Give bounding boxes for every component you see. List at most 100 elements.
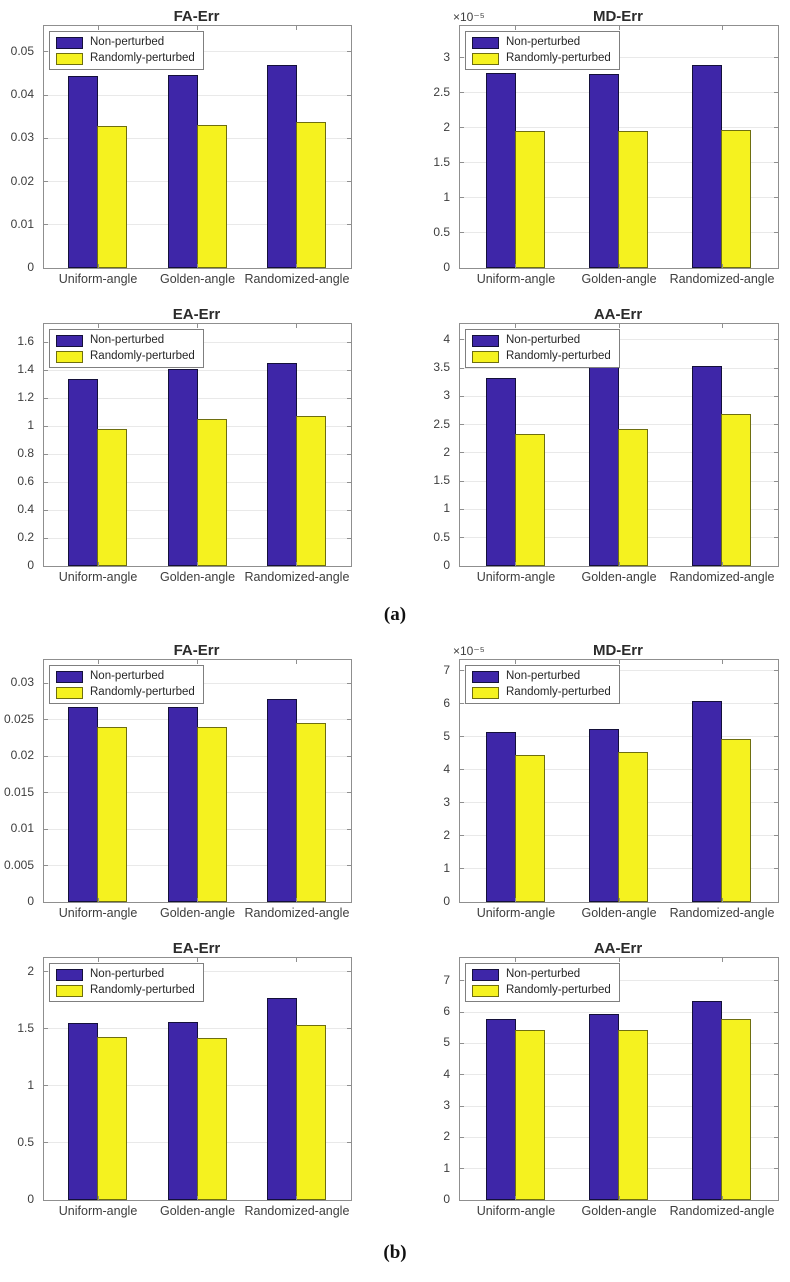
legend: Non-perturbed Randomly-perturbed bbox=[49, 665, 204, 704]
x-tick-mark bbox=[618, 660, 620, 664]
bar-randomly-perturbed-randomized-angle bbox=[721, 414, 752, 566]
panel-b-caption: (b) bbox=[383, 1242, 407, 1263]
legend-swatch-randomly-perturbed bbox=[56, 350, 83, 363]
y-gridline bbox=[460, 92, 778, 94]
y-tick-mark bbox=[460, 1199, 464, 1201]
y-tick-mark bbox=[347, 509, 351, 511]
bar-non-perturbed-uniform-angle bbox=[485, 1019, 516, 1200]
chart-title: EA-Err bbox=[172, 940, 221, 957]
y-tick-mark bbox=[774, 769, 778, 771]
y-tick-mark bbox=[460, 480, 464, 482]
y-tick-label: 5 bbox=[443, 728, 450, 743]
x-tick-mark bbox=[97, 1196, 99, 1200]
y-tick-label: 0.5 bbox=[17, 1134, 34, 1149]
x-tick-label: Golden-angle bbox=[581, 906, 657, 920]
x-tick-mark bbox=[97, 898, 99, 902]
bar-randomly-perturbed-golden-angle bbox=[196, 419, 227, 566]
y-tick-mark bbox=[460, 127, 464, 129]
legend-label: Non-perturbed bbox=[506, 334, 581, 346]
bar-non-perturbed-randomized-angle bbox=[266, 997, 297, 1200]
bar-randomly-perturbed-uniform-angle bbox=[514, 131, 545, 268]
bar-randomly-perturbed-golden-angle bbox=[618, 428, 648, 566]
y-tick-mark bbox=[44, 224, 48, 226]
y-tick-label: 1.5 bbox=[433, 154, 450, 169]
y-gridline bbox=[460, 1011, 778, 1013]
y-tick-mark bbox=[347, 397, 351, 399]
chart-title: EA-Err bbox=[172, 306, 221, 323]
y-tick-mark bbox=[774, 565, 778, 567]
y-tick-mark bbox=[460, 1074, 464, 1076]
y-tick-label: 0.6 bbox=[17, 474, 34, 489]
x-tick-label: Golden-angle bbox=[159, 570, 236, 584]
x-tick-mark bbox=[296, 898, 298, 902]
legend-item: Non-perturbed bbox=[56, 670, 195, 683]
y-tick-mark bbox=[44, 1028, 48, 1030]
y-gridline bbox=[460, 736, 778, 738]
y-gridline bbox=[460, 395, 778, 397]
chart-panel-a-fa-err: FA-Err 0 0.01 0.02 0.03 0.04 0.05 Uniform-ang… bbox=[0, 8, 395, 306]
x-tick-mark bbox=[296, 958, 298, 962]
legend-label: Randomly-perturbed bbox=[90, 984, 195, 996]
x-tick-mark bbox=[197, 562, 198, 566]
y-tick-mark bbox=[44, 341, 48, 343]
legend-label: Non-perturbed bbox=[506, 968, 581, 980]
y-tick-label: 6 bbox=[443, 695, 450, 710]
y-tick-mark bbox=[44, 565, 48, 567]
y-tick-label: 0.8 bbox=[17, 446, 34, 461]
x-tick-mark bbox=[515, 660, 517, 664]
legend-label: Non-perturbed bbox=[90, 36, 165, 48]
y-tick-mark bbox=[347, 755, 351, 757]
y-tick-label: 1 bbox=[27, 1077, 34, 1092]
y-tick-mark bbox=[460, 1042, 464, 1044]
y-tick-mark bbox=[774, 1168, 778, 1170]
x-tick-mark bbox=[618, 1196, 620, 1200]
legend-item: Non-perturbed bbox=[472, 670, 611, 683]
y-tick-label: 3 bbox=[443, 794, 450, 809]
y-tick-mark bbox=[44, 901, 48, 903]
y-tick-mark bbox=[347, 425, 351, 427]
x-tick-label: Randomized-angle bbox=[669, 1204, 775, 1218]
legend: Non-perturbed Randomly-perturbed bbox=[49, 329, 204, 368]
x-tick-label: Randomized-angle bbox=[669, 272, 775, 286]
y-tick-mark bbox=[44, 828, 48, 830]
chart-panel-b-aa-err: AA-Err 0 1 2 3 4 5 6 7 Uniform-angle Golden-angl… bbox=[395, 940, 790, 1238]
chart-panel-a-aa-err: AA-Err 0 0.5 1 1.5 2 2.5 3 3.5 4 Uniform-angle Go… bbox=[395, 306, 790, 604]
y-tick-mark bbox=[347, 94, 351, 96]
bar-randomly-perturbed-randomized-angle bbox=[295, 416, 326, 566]
y-tick-mark bbox=[460, 537, 464, 539]
bar-randomly-perturbed-uniform-angle bbox=[97, 727, 128, 902]
x-tick-label: Uniform-angle bbox=[476, 570, 556, 584]
legend-swatch-non-perturbed bbox=[56, 334, 83, 347]
x-tick-label: Randomized-angle bbox=[244, 1204, 350, 1218]
x-tick-mark bbox=[721, 264, 723, 268]
y-tick-label: 4 bbox=[443, 331, 450, 346]
y-tick-mark bbox=[774, 1074, 778, 1076]
x-tick-mark bbox=[721, 898, 723, 902]
chart-title: AA-Err bbox=[593, 306, 643, 323]
bar-non-perturbed-randomized-angle bbox=[692, 65, 723, 268]
y-tick-label: 0 bbox=[27, 260, 34, 274]
y-tick-mark bbox=[44, 509, 48, 511]
y-tick-mark bbox=[460, 1011, 464, 1013]
y-tick-mark bbox=[774, 901, 778, 903]
x-tick-mark bbox=[618, 958, 620, 962]
y-tick-mark bbox=[44, 397, 48, 399]
y-tick-label: 7 bbox=[443, 972, 450, 987]
y-tick-mark bbox=[774, 92, 778, 94]
y-tick-label: 0 bbox=[27, 894, 34, 908]
y-tick-label: 1.5 bbox=[433, 473, 450, 488]
legend-item: Non-perturbed bbox=[56, 36, 195, 49]
x-tick-mark bbox=[97, 562, 99, 566]
y-tick-mark bbox=[774, 868, 778, 870]
bar-randomly-perturbed-randomized-angle bbox=[295, 1025, 326, 1200]
bar-randomly-perturbed-uniform-angle bbox=[514, 433, 545, 566]
bar-non-perturbed-uniform-angle bbox=[485, 377, 516, 566]
y-tick-mark bbox=[44, 719, 48, 721]
x-tick-mark bbox=[515, 264, 517, 268]
plot-area: Uniform-angle Golden-angle Randomized-angl… bbox=[43, 323, 352, 584]
y-gridline bbox=[44, 719, 351, 721]
y-tick-mark bbox=[774, 162, 778, 164]
y-tick-label: 0 bbox=[443, 1192, 450, 1206]
bar-non-perturbed-golden-angle bbox=[167, 74, 198, 268]
